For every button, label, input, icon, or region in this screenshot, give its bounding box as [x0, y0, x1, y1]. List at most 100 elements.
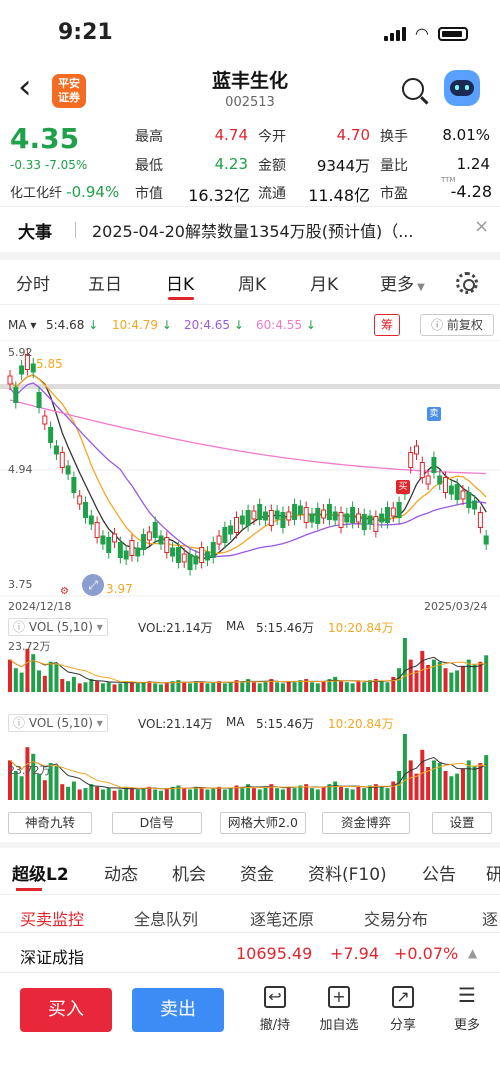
volume-bar	[158, 684, 163, 692]
candle-body	[373, 516, 379, 532]
sell-marker[interactable]: 卖	[427, 407, 441, 421]
sell-button[interactable]: 卖出	[132, 988, 224, 1032]
tool-d-signal[interactable]: D信号	[112, 812, 202, 834]
share-button[interactable]: ↗ 分享	[389, 986, 416, 1033]
high-mark: 5.85	[36, 357, 63, 371]
vol-indicator-select-2[interactable]: ⓘ VOL (5,10) ▾	[8, 714, 108, 732]
back-icon[interactable]: ‹	[18, 67, 32, 107]
volume-bar	[309, 788, 314, 800]
volume-bar	[170, 786, 175, 800]
candle-body	[384, 507, 390, 523]
volume-bar	[19, 776, 24, 800]
volume-bar	[153, 683, 158, 692]
volume-bar	[48, 661, 53, 692]
candle-body	[193, 555, 199, 565]
tab-f10[interactable]: 资料(F10)	[308, 865, 387, 885]
index-name[interactable]: 深证成指	[20, 948, 85, 967]
tool-settings[interactable]: 设置	[432, 812, 492, 834]
value-low: 4.23	[214, 155, 248, 173]
candle-body	[123, 550, 129, 560]
volume-chart-1[interactable]	[0, 636, 500, 694]
vol-ma5-line	[9, 756, 487, 790]
candle-body	[175, 547, 181, 563]
ma-legend-label[interactable]: MA ▾	[8, 318, 37, 332]
volume-bar	[71, 781, 76, 800]
ttm-label: TTM	[441, 176, 456, 184]
tab-daily-k[interactable]: 日K	[166, 275, 195, 295]
sector-info[interactable]: 化工化纤 -0.94%	[10, 183, 120, 201]
volume-bar	[19, 672, 24, 692]
volume-bar	[60, 784, 65, 800]
tab-five-day[interactable]: 五日	[88, 275, 122, 295]
volume-bar	[60, 679, 65, 692]
tab-research[interactable]: 研	[486, 865, 500, 885]
tab-intraday[interactable]: 分时	[16, 275, 50, 295]
subtab-more[interactable]: 逐	[482, 910, 499, 929]
candle-body	[477, 512, 483, 528]
buy-button[interactable]: 买入	[20, 988, 112, 1032]
volume-bar	[344, 788, 349, 800]
cancel-hold-button[interactable]: ↩ 撤/持	[259, 986, 291, 1033]
vol-ma5-line	[9, 656, 487, 684]
event-text[interactable]: 2025-04-20解禁数量1354万股(预计值)（...	[92, 222, 414, 241]
volume-bar	[280, 789, 285, 800]
subtab-tick[interactable]: 逐笔还原	[250, 910, 315, 929]
volume-bar	[275, 682, 280, 692]
menu-icon: ☰	[458, 983, 476, 1007]
vol-indicator-select-1[interactable]: ⓘ VOL (5,10) ▾	[8, 618, 108, 636]
volume-bar	[321, 681, 326, 692]
subtab-queue[interactable]: 全息队列	[134, 910, 199, 929]
candle-body	[135, 547, 141, 557]
buy-marker[interactable]: 买	[396, 480, 410, 494]
gear-icon[interactable]	[456, 272, 478, 294]
tab-super-l2[interactable]: 超级L2	[12, 865, 69, 885]
volume-bar	[66, 681, 71, 692]
tab-news[interactable]: 动态	[104, 865, 138, 885]
candle-body	[263, 511, 269, 521]
vol2-axis: 23.72万	[8, 764, 51, 777]
volume-chart-2[interactable]	[0, 732, 500, 802]
candle-body	[77, 495, 83, 505]
search-icon[interactable]	[402, 78, 424, 100]
volume-bar	[251, 788, 256, 800]
volume-bar	[141, 682, 146, 692]
volume-bar	[246, 784, 251, 800]
add-watchlist-button[interactable]: + 加自选	[319, 986, 359, 1033]
value-pe: -4.28	[450, 182, 492, 201]
volume-bar	[315, 683, 320, 692]
volume-bar	[188, 789, 193, 800]
adjust-button[interactable]: ⓘ 前复权	[420, 314, 494, 336]
cancel-icon: ↩	[264, 986, 286, 1008]
volume-bar	[263, 786, 268, 800]
chip-button[interactable]: 筹	[374, 314, 400, 336]
expand-up-icon[interactable]: ▲	[468, 946, 478, 960]
more-button[interactable]: ☰ 更多	[453, 983, 480, 1033]
candle-body	[454, 484, 460, 500]
close-icon[interactable]: ×	[474, 216, 490, 237]
volume-bar	[129, 682, 134, 692]
candle-body	[24, 354, 30, 370]
zoom-icon[interactable]: ⤢	[82, 574, 104, 596]
kline-chart[interactable]	[0, 340, 500, 600]
vol1-ma10: 10:20.84万	[328, 621, 394, 635]
robot-assistant-icon[interactable]	[444, 70, 480, 106]
tool-grid-master[interactable]: 网格大师2.0	[220, 812, 306, 834]
volume-bar	[350, 789, 355, 800]
tab-monthly-k[interactable]: 月K	[310, 275, 339, 295]
volume-bar	[292, 788, 297, 800]
tab-announcement[interactable]: 公告	[422, 865, 456, 885]
volume-bar	[472, 663, 477, 692]
candle-body	[245, 510, 251, 526]
tab-opportunity[interactable]: 机会	[172, 865, 206, 885]
tool-magic-nine[interactable]: 神奇九转	[8, 812, 92, 834]
tab-capital[interactable]: 资金	[240, 865, 274, 885]
tab-more[interactable]: 更多 ▼	[380, 275, 425, 295]
tool-capital-game[interactable]: 资金博弈	[322, 812, 410, 834]
label-float-cap: 流通	[258, 186, 286, 202]
subtab-monitor[interactable]: 买卖监控	[20, 910, 85, 929]
volume-bar	[385, 682, 390, 692]
volume-bar	[466, 760, 471, 800]
tab-weekly-k[interactable]: 周K	[238, 275, 267, 295]
candle-body	[292, 504, 298, 520]
subtab-distribution[interactable]: 交易分布	[364, 910, 429, 929]
